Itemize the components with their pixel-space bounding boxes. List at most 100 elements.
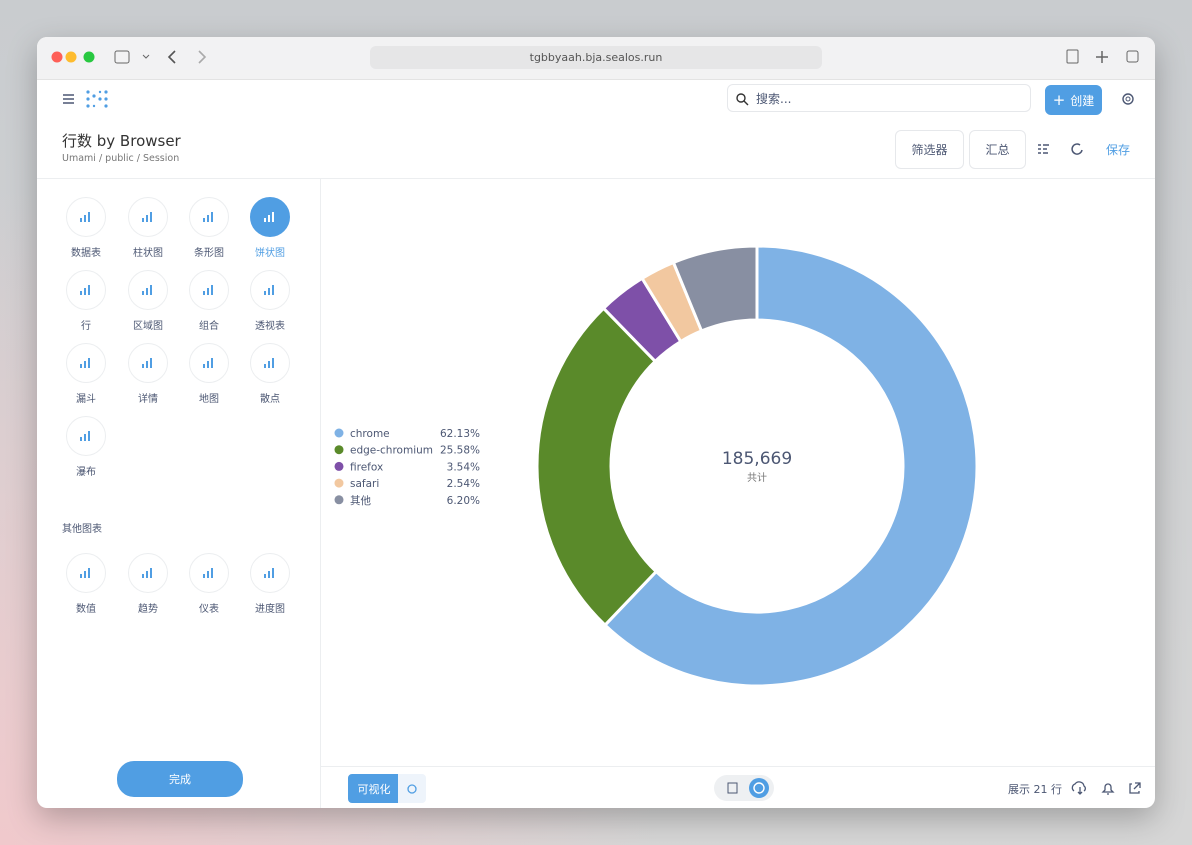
save-button[interactable]: 保存 [1106, 143, 1131, 157]
other-heading: 其他图表 [62, 524, 102, 535]
chart-type-icon [264, 285, 274, 295]
filter-button[interactable]: 筛选器 [895, 130, 964, 169]
chart-type-button[interactable] [189, 197, 229, 237]
chart-type-icon [203, 358, 213, 368]
chart-type-button[interactable] [250, 343, 290, 383]
chart-type-label: 瀑布 [76, 467, 96, 478]
settings[interactable] [1121, 92, 1135, 106]
icon-glyph [203, 212, 213, 222]
back[interactable] [167, 50, 176, 64]
chart-type-icon [142, 285, 152, 295]
legend-value: 62.13% [440, 428, 480, 440]
legend-swatch [334, 445, 344, 455]
sidebar-toggle[interactable] [114, 50, 130, 64]
zoom[interactable] [83, 51, 95, 63]
chart-type-label: 条形图 [194, 248, 224, 259]
alerts[interactable] [1101, 783, 1115, 795]
icon-glyph [264, 358, 274, 368]
chart-type-button[interactable] [128, 343, 168, 383]
search-icon [736, 93, 749, 106]
chart-type-button[interactable] [128, 270, 168, 310]
visualization-button[interactable]: 可视化 [348, 774, 400, 803]
chart-type-button[interactable] [66, 553, 106, 593]
question-title: 行数 by Browser [62, 132, 181, 150]
donut-slice [535, 306, 659, 628]
chart-type-label: 趋势 [138, 604, 158, 615]
donut-slice [602, 244, 979, 688]
legend-value: 2.54% [447, 478, 480, 490]
refresh[interactable] [1071, 143, 1083, 155]
table-view[interactable] [727, 782, 738, 794]
chart-type-label: 区域图 [133, 321, 163, 332]
chart-type-button[interactable] [250, 197, 290, 237]
icon-glyph [142, 568, 152, 578]
chart-type-label: 详情 [138, 394, 158, 405]
icon-glyph [142, 358, 152, 368]
forward[interactable] [198, 50, 207, 64]
toggle-icons [727, 778, 769, 798]
chart-type-icon [264, 358, 274, 368]
chart-view[interactable] [749, 778, 769, 798]
chart-type-icon [203, 212, 213, 222]
legend-label: firefox [350, 461, 383, 473]
icon-glyph [142, 285, 152, 295]
divider [37, 178, 1155, 179]
viz-settings[interactable] [398, 774, 426, 803]
chart-type-button[interactable] [128, 197, 168, 237]
chart-type-icon [80, 568, 90, 578]
notebook[interactable] [1038, 144, 1049, 154]
chart-type-button[interactable] [250, 270, 290, 310]
chart-type-button[interactable] [66, 197, 106, 237]
done-button[interactable]: 完成 [117, 761, 243, 797]
create-button[interactable]: + 创建 [1045, 85, 1102, 115]
chart-type-icon [80, 285, 90, 295]
legend-value: 6.20% [447, 495, 480, 507]
address-bar[interactable] [370, 46, 822, 69]
chart-type-label: 组合 [199, 321, 219, 332]
summarize-button[interactable]: 汇总 [969, 130, 1026, 169]
chart-type-button[interactable] [189, 343, 229, 383]
logo[interactable] [86, 90, 108, 108]
legend-swatch [334, 495, 344, 505]
chart-type-button[interactable] [250, 553, 290, 593]
share[interactable] [1066, 49, 1079, 64]
breadcrumb[interactable]: Umami / public / Session [62, 153, 180, 164]
chart-type-icon [80, 431, 90, 441]
chart-type-icon [203, 568, 213, 578]
download[interactable] [1071, 781, 1086, 795]
chart-type-icon [142, 212, 152, 222]
icon-glyph [264, 212, 274, 222]
footer-divider [321, 766, 1155, 767]
menu[interactable] [63, 94, 74, 104]
chart-type-button[interactable] [66, 270, 106, 310]
chart-type-button[interactable] [189, 553, 229, 593]
url: tgbbyaah.bja.sealos.run [529, 51, 663, 64]
chart-type-button[interactable] [66, 416, 106, 456]
chart-type-icon [142, 568, 152, 578]
legend-label: 其他 [350, 494, 371, 507]
chart-type-label: 透视表 [255, 321, 285, 332]
legend-swatch [334, 478, 344, 488]
icon-glyph [264, 285, 274, 295]
sidebar-border [320, 179, 321, 808]
chart-type-label: 数值 [76, 604, 96, 615]
minimize[interactable] [65, 51, 77, 63]
close[interactable] [51, 51, 63, 63]
tabs[interactable] [1126, 50, 1139, 63]
logo-area [63, 90, 108, 108]
chart-type-icon [203, 285, 213, 295]
chart-type-label: 仪表 [199, 604, 219, 615]
chart-type-icon [80, 212, 90, 222]
legend-swatch [334, 428, 344, 438]
chart-type-icon [264, 568, 274, 578]
new-tab[interactable] [1096, 51, 1108, 63]
dropdown[interactable] [142, 54, 150, 59]
search-box[interactable]: 搜索... [727, 84, 1031, 112]
chart-type-label: 饼状图 [255, 248, 285, 259]
chart-type-button[interactable] [128, 553, 168, 593]
icon-glyph [80, 358, 90, 368]
share[interactable] [1129, 782, 1141, 794]
chart-type-button[interactable] [189, 270, 229, 310]
chart-type-button[interactable] [66, 343, 106, 383]
